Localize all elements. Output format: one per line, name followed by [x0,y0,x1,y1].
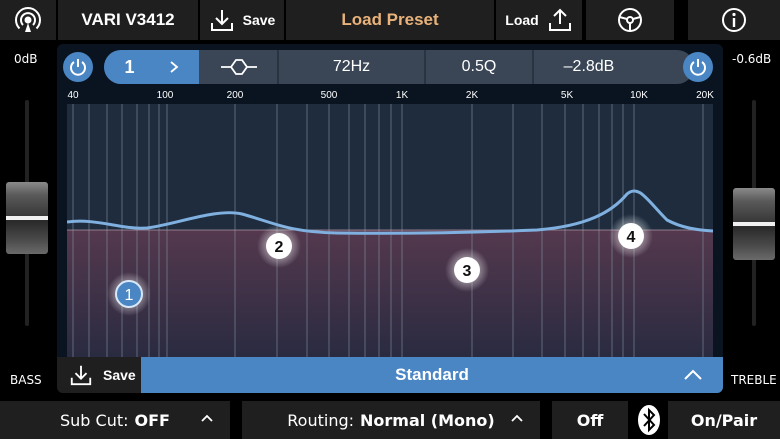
header-save-label: Save [242,12,276,28]
preset-save-label: Save [103,367,136,383]
bass-label: BASS [10,373,42,387]
info-icon [722,8,746,32]
freq-label: 1K [395,90,409,101]
band-selector[interactable]: 1 [104,50,199,84]
eq-curve [67,189,713,235]
load-preset-title: Load Preset [286,0,494,40]
chevron-up-icon [201,414,213,422]
band-parameter-bar: 1 72Hz 0.5Q –2.8dB [104,50,694,84]
eq-panel: 1 72Hz 0.5Q –2.8dB 40 100 200 500 1K 2K … [57,44,723,393]
chevron-right-icon [169,61,178,73]
power-icon [70,59,86,76]
freq-label: 200 [226,90,244,101]
steering-wheel-button[interactable] [586,0,674,40]
freq-label: 40 [67,90,79,101]
freq-label: 20K [696,90,714,101]
bluetooth-icon [634,401,664,439]
preset-bar: Save Standard [57,357,723,393]
bass-value: 0dB [14,52,38,66]
sub-cut-value: OFF [134,410,170,430]
band-number: 1 [124,56,135,77]
bell-filter-icon [221,59,257,75]
frequency-value[interactable]: 72Hz [332,58,371,75]
freq-label: 2K [465,90,479,101]
chevron-up-icon [684,369,702,380]
routing-value: Normal (Mono) [360,410,495,430]
chevron-up-icon [511,414,523,422]
header-save-button[interactable]: Save [200,0,284,40]
upload-icon [548,8,571,31]
download-icon [70,365,92,386]
steering-wheel-icon [618,8,642,32]
eq-point-4-label: 4 [627,229,636,246]
routing-label: Routing: [287,410,354,430]
eq-point-2-label: 2 [275,239,284,256]
routing-button[interactable]: Routing: Normal (Mono) [242,401,540,439]
device-name: VARI V3412 [58,0,198,40]
eq-point-3-label: 3 [463,263,472,280]
eq-point-1[interactable]: 1 [107,272,151,316]
freq-label: 10K [630,90,648,101]
freq-label: 500 [320,90,338,101]
filter-type-button[interactable] [201,50,277,84]
bass-slider-knob[interactable] [6,182,48,254]
broadcast-icon [15,7,41,32]
preset-selector[interactable]: Standard [141,357,723,393]
preset-save-button[interactable]: Save [57,357,141,393]
eq-power-right-button[interactable] [683,52,713,82]
power-icon [690,59,706,76]
eq-graph[interactable]: 1 2 3 4 [67,104,713,360]
treble-slider-knob[interactable] [733,188,775,260]
bluetooth-off-button[interactable]: Off [552,401,628,439]
treble-label: TREBLE [731,373,777,387]
eq-point-1-label: 1 [125,287,134,304]
treble-value: -0.6dB [732,52,772,66]
bluetooth-pair-button[interactable]: On/Pair [668,401,780,439]
download-icon [210,10,233,31]
q-value[interactable]: 0.5Q [461,58,497,75]
info-button[interactable] [688,0,780,40]
sub-cut-label: Sub Cut: [60,410,129,430]
freq-label: 5K [560,90,574,101]
freq-label: 100 [156,90,174,101]
header-load-label: Load [505,12,539,28]
gain-value[interactable]: –2.8dB [563,58,615,75]
header-load-button[interactable]: Load [496,0,582,40]
eq-point-2[interactable]: 2 [257,224,301,268]
preset-name: Standard [395,365,469,384]
top-bar: VARI V3412 Save Load Preset Load [0,0,780,40]
eq-power-left-button[interactable] [63,52,93,82]
broadcast-button[interactable] [0,0,56,40]
eq-point-4[interactable]: 4 [609,214,653,258]
eq-point-3[interactable]: 3 [445,248,489,292]
sub-cut-button[interactable]: Sub Cut: OFF [0,401,230,439]
